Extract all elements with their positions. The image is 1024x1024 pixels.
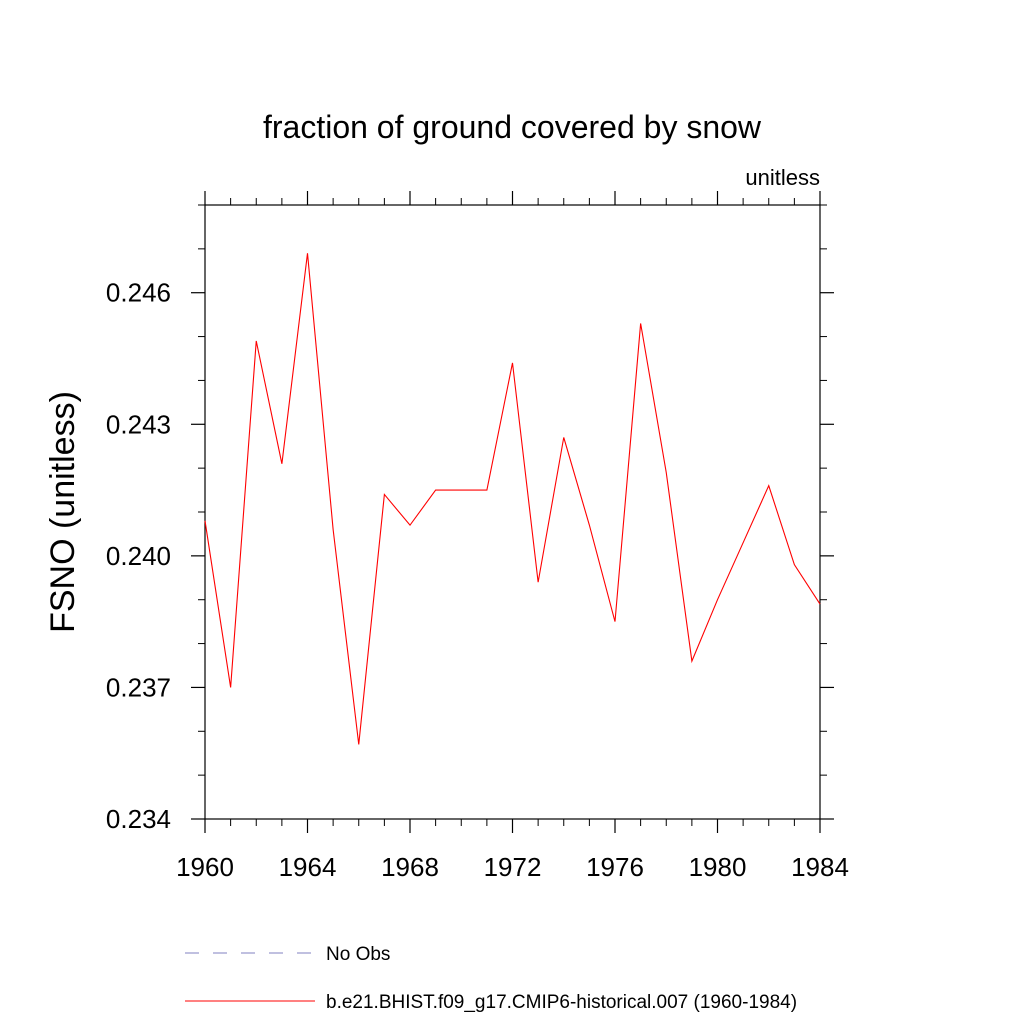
y-tick-label: 0.240: [106, 541, 171, 571]
legend: No Obs b.e21.BHIST.f09_g17.CMIP6-historic…: [185, 944, 797, 1013]
y-tick-label: 0.237: [106, 672, 171, 702]
y-tick-label: 0.243: [106, 409, 171, 439]
chart-title: fraction of ground covered by snow: [263, 109, 762, 145]
legend-label: No Obs: [326, 944, 390, 965]
x-tick-label: 1984: [791, 852, 849, 882]
x-tick-label: 1980: [689, 852, 747, 882]
axis-ticks: 1960 1964 1968 1972 1976 1980 1984 0.234 0.237 0.…: [106, 191, 849, 882]
series-layer: [204, 253, 821, 745]
y-axis-label: FSNO (unitless): [44, 391, 82, 633]
legend-label: b.e21.BHIST.f09_g17.CMIP6-historical.007…: [326, 992, 797, 1013]
x-tick-label: 1964: [279, 852, 337, 882]
x-tick-label: 1960: [176, 852, 234, 882]
y-tick-label: 0.234: [106, 804, 171, 834]
plot-frame: [204, 204, 821, 820]
series-line: [204, 253, 821, 745]
x-tick-label: 1968: [381, 852, 439, 882]
x-tick-label: 1976: [586, 852, 644, 882]
units-label: unitless: [745, 165, 820, 190]
y-tick-label: 0.246: [106, 278, 171, 308]
x-tick-label: 1972: [484, 852, 542, 882]
